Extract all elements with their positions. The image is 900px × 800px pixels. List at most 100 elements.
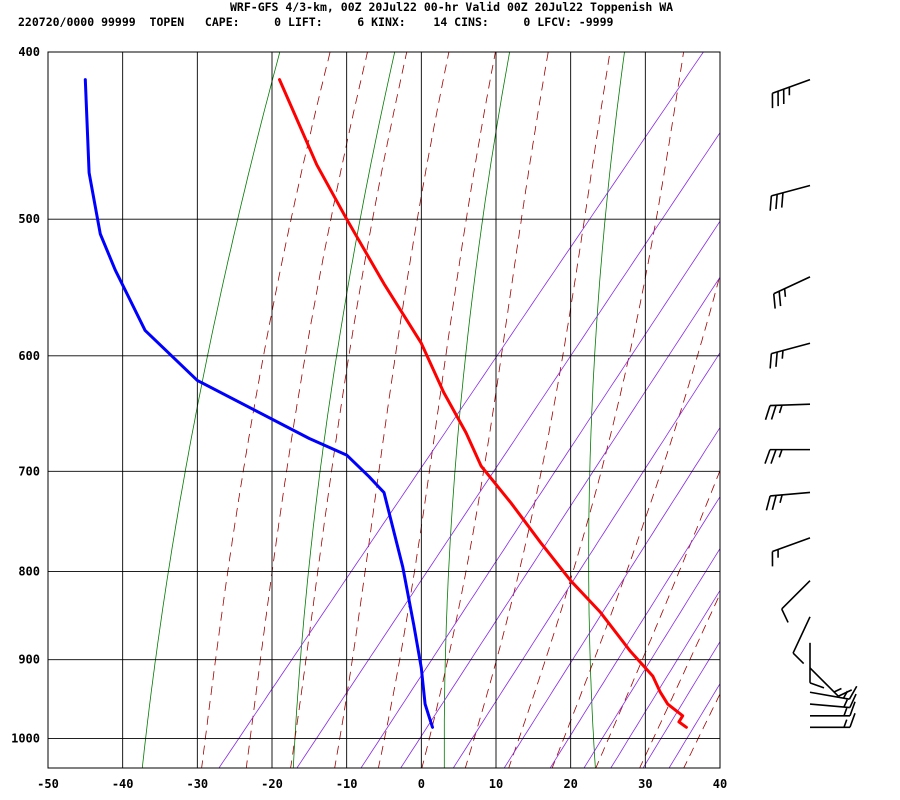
barb-shaft: [771, 342, 811, 355]
wind-barb: [765, 491, 811, 511]
y-tick-label: 600: [18, 349, 40, 363]
barb-shaft: [772, 537, 811, 553]
barb-feather: [764, 405, 771, 420]
x-tick-label: 30: [638, 777, 652, 791]
barb-feather: [837, 689, 853, 697]
dry-adiabat: [141, 52, 281, 768]
barb-feather: [775, 194, 778, 210]
mixing-ratio-line: [583, 547, 720, 768]
mixing-ratio-line: [549, 496, 720, 768]
barb-shaft: [809, 703, 850, 709]
x-tick-label: 10: [489, 777, 503, 791]
barb-feather: [781, 350, 784, 359]
barb-shaft: [769, 403, 811, 407]
y-tick-label: 800: [18, 564, 40, 578]
wind-barb: [809, 667, 853, 697]
barb-feather: [780, 608, 789, 623]
moist-adiabat: [595, 469, 720, 768]
wind-barbs: [764, 78, 858, 729]
barb-feather: [843, 719, 848, 728]
barb-shaft: [773, 276, 811, 295]
barb-feather: [779, 494, 783, 504]
barb-feather: [769, 353, 773, 369]
wind-barb: [769, 184, 811, 211]
dry-adiabat: [443, 52, 510, 768]
wind-barb: [771, 537, 811, 567]
y-tick-label: 700: [18, 464, 40, 478]
dry-adiabat: [724, 52, 747, 768]
barb-shaft: [781, 580, 811, 610]
plot-frame: [47, 51, 721, 769]
barb-shaft: [809, 691, 850, 700]
barb-shaft: [772, 78, 811, 95]
moist-adiabat: [508, 52, 685, 768]
x-tick-label: -10: [336, 777, 358, 791]
x-tick-label: -40: [112, 777, 134, 791]
mixing-ratio-line: [610, 589, 720, 768]
wind-barb: [810, 713, 856, 729]
x-tick-labels: -50 -40 -30 -20 -10 0 10 20 30 40: [37, 777, 727, 791]
wind-barb: [792, 616, 811, 665]
barb-feather: [770, 405, 777, 420]
moist-adiabat: [421, 52, 549, 768]
wind-barb: [771, 78, 811, 109]
x-tick-label: 20: [563, 777, 577, 791]
y-tick-label: 1000: [11, 732, 40, 746]
mixing-ratio-line: [400, 276, 720, 768]
wind-barb: [810, 701, 856, 717]
wind-barb: [769, 342, 811, 369]
x-tick-label: 40: [713, 777, 727, 791]
barb-shaft: [771, 184, 811, 197]
barb-feather: [771, 495, 777, 510]
barb-feather: [843, 707, 848, 717]
barb-feather: [809, 682, 825, 689]
moist-adiabat: [639, 593, 720, 768]
chart-title: WRF-GFS 4/3-km, 00Z 20Jul22 00-hr Valid …: [230, 0, 674, 14]
moist-adiabat: [334, 52, 450, 768]
mixing-ratio-line: [503, 426, 720, 768]
y-tick-labels: 400 500 600 700 800 900 1000: [11, 45, 40, 746]
barb-feather: [792, 652, 805, 665]
x-tick-label: -20: [261, 777, 283, 791]
sounding-series: [83, 78, 688, 729]
background-lines: [141, 45, 900, 770]
mixing-ratio-line: [668, 682, 720, 768]
wind-barb: [809, 685, 858, 700]
wind-barb: [809, 642, 825, 689]
wind-barb: [772, 276, 811, 309]
barb-shaft: [770, 491, 811, 497]
moist-adiabat: [377, 52, 496, 768]
moist-adiabat: [551, 273, 720, 768]
barb-feather: [783, 288, 787, 297]
moist-adiabat: [683, 693, 720, 768]
barb-feather: [842, 690, 849, 699]
mixing-ratio-line: [296, 131, 720, 768]
barb-feather: [780, 192, 784, 208]
barb-feather: [848, 685, 858, 700]
barb-feather: [778, 404, 783, 414]
x-tick-label: -30: [186, 777, 208, 791]
barb-feather: [833, 687, 842, 693]
moist-adiabat: [245, 52, 368, 768]
barb-feather: [849, 701, 856, 717]
barb-feather: [843, 699, 849, 708]
mixing-ratio-line: [360, 220, 720, 768]
barb-shaft: [809, 667, 839, 697]
wind-barb: [764, 403, 811, 420]
temperature-line: [278, 78, 688, 729]
moist-adiabat: [464, 52, 611, 768]
moist-adiabat: [290, 52, 408, 768]
wind-barb: [809, 693, 857, 709]
wind-barb: [780, 580, 811, 623]
y-tick-label: 500: [18, 212, 40, 226]
dewpoint-line: [83, 78, 434, 729]
barb-feather: [764, 449, 771, 464]
barb-feather: [775, 351, 778, 367]
barb-feather: [772, 293, 776, 309]
sounding-stats: 220720/0000 99999 TOPEN CAPE: 0 LIFT: 6 …: [18, 15, 614, 29]
barb-feather: [778, 291, 782, 307]
moist-adiabat: [727, 45, 900, 770]
dry-adiabat: [850, 52, 897, 768]
barb-feather: [849, 693, 857, 708]
